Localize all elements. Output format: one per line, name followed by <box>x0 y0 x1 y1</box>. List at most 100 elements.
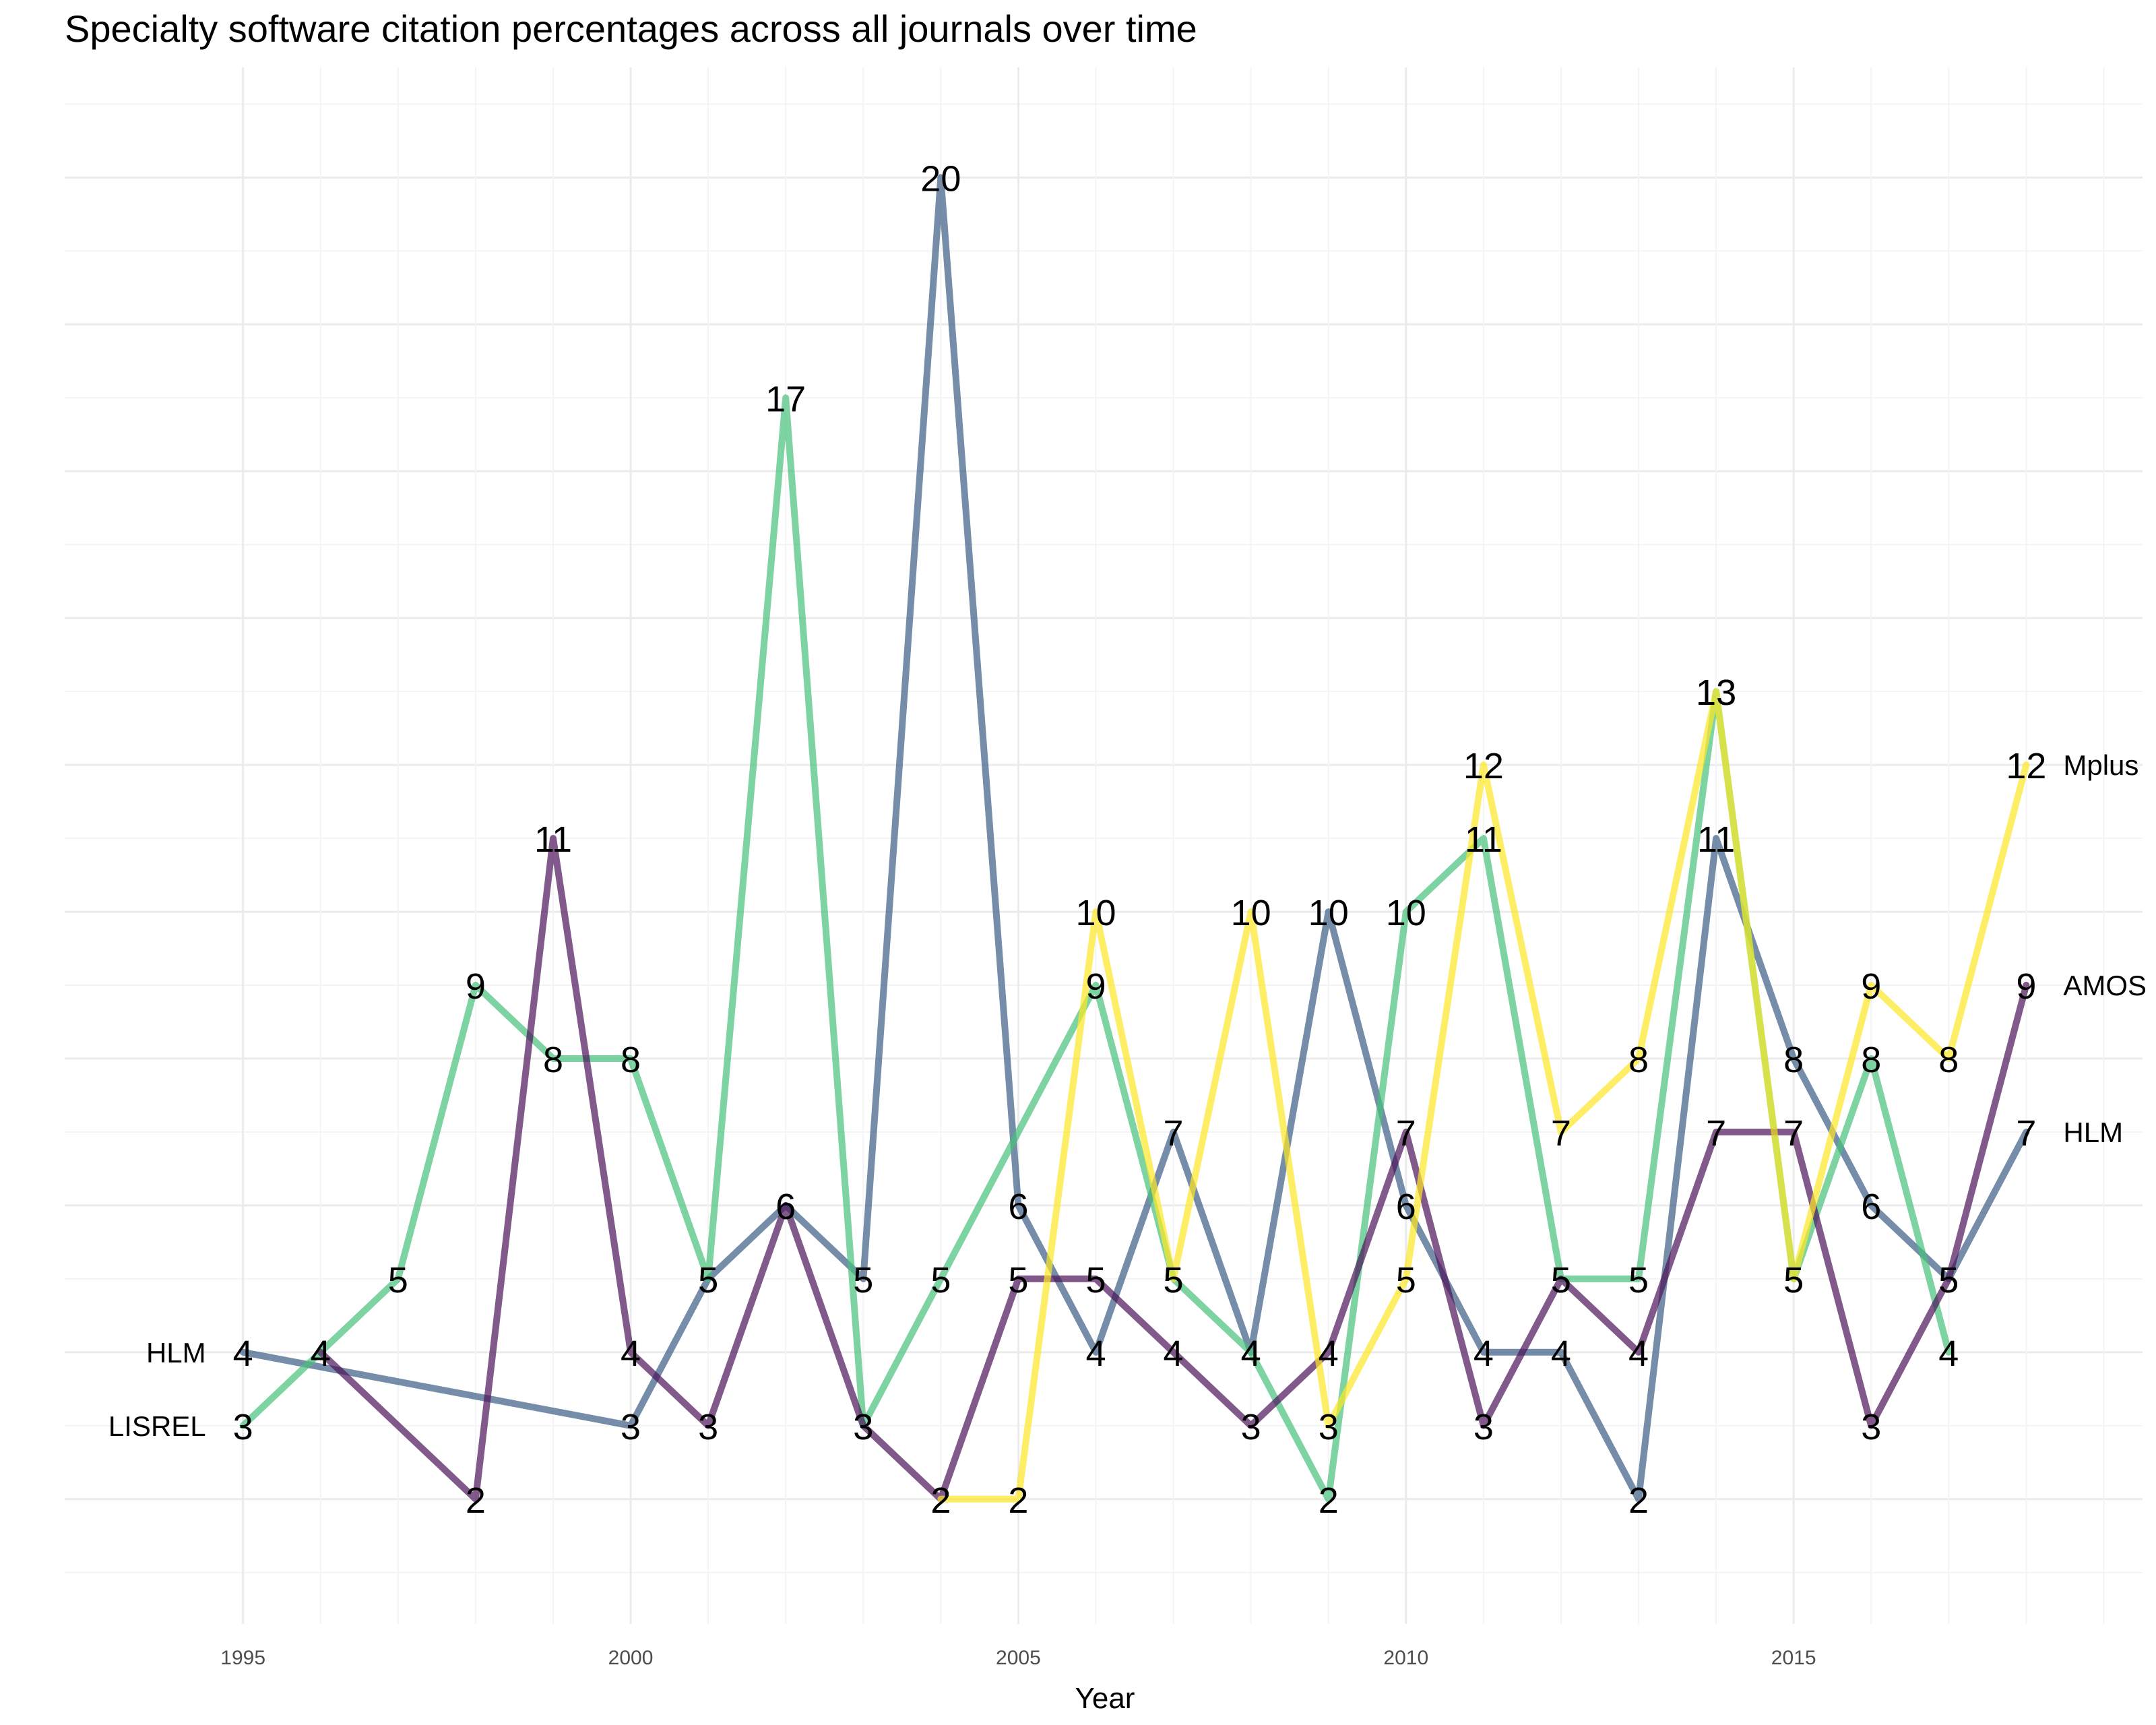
data-label: 5 <box>930 1260 951 1300</box>
data-label: 4 <box>1319 1334 1339 1374</box>
x-tick-label: 2005 <box>996 1647 1041 1669</box>
x-tick-label: 2015 <box>1771 1647 1816 1669</box>
data-label: 7 <box>1551 1113 1571 1154</box>
data-label: 13 <box>1696 672 1736 713</box>
data-label: 3 <box>1473 1407 1494 1447</box>
data-label: 7 <box>1164 1113 1184 1154</box>
x-axis: Year 1995 2000 2005 2010 2015 <box>220 1647 1816 1715</box>
data-label: 10 <box>1386 893 1426 933</box>
x-tick-label: 1995 <box>220 1647 265 1669</box>
data-label: 13 <box>1696 672 1736 713</box>
data-label: 6 <box>1008 1187 1028 1227</box>
data-label: 10 <box>1231 893 1271 933</box>
data-label: 3 <box>853 1407 873 1447</box>
data-label: 5 <box>1938 1260 1959 1300</box>
data-label: 5 <box>1164 1260 1184 1300</box>
data-label: 5 <box>1008 1260 1028 1300</box>
data-labels: 4 3 5 6 5 20 6 4 7 4 10 6 4 4 2 11 8 6 5 7 HLM HLM 3 4 5 9 8 8 5 17 3 5… <box>108 158 2147 1520</box>
data-label: 3 <box>1861 1407 1881 1447</box>
data-label: 2 <box>1319 1480 1339 1521</box>
data-label: 4 <box>1241 1334 1261 1374</box>
chart-title: Specialty software citation percentages … <box>65 7 1197 50</box>
data-label: 20 <box>920 158 961 199</box>
data-label: 4 <box>1241 1334 1261 1374</box>
data-label: 7 <box>1396 1113 1416 1154</box>
data-label: 2 <box>930 1480 951 1521</box>
data-label: 4 <box>1551 1334 1571 1374</box>
data-label: 5 <box>698 1260 718 1300</box>
data-label: 7 <box>1706 1113 1726 1154</box>
data-label: 8 <box>1861 1040 1881 1080</box>
data-label: 9 <box>466 966 486 1007</box>
data-label: 6 <box>1396 1187 1416 1227</box>
data-label: 5 <box>698 1260 718 1300</box>
data-label: 5 <box>1164 1260 1184 1300</box>
x-tick-label: 2000 <box>608 1647 654 1669</box>
data-label: 7 <box>1783 1113 1804 1154</box>
data-label: 2 <box>1628 1480 1649 1521</box>
data-label: 4 <box>1938 1334 1959 1374</box>
series-start-label: HLM <box>146 1337 206 1369</box>
data-label: 3 <box>621 1407 641 1447</box>
data-label: 6 <box>775 1187 796 1227</box>
data-label: 8 <box>1628 1040 1649 1080</box>
series-end-label: Mplus <box>2063 749 2138 781</box>
data-label: 10 <box>1075 893 1116 933</box>
data-label: 11 <box>534 819 572 860</box>
data-label: 5 <box>1085 1260 1106 1300</box>
data-label: 8 <box>1783 1040 1804 1080</box>
data-label: 5 <box>1938 1260 1959 1300</box>
data-label: 3 <box>853 1407 873 1447</box>
data-label: 9 <box>1861 966 1881 1007</box>
data-label: 5 <box>1628 1260 1649 1300</box>
data-label: 4 <box>311 1334 331 1374</box>
data-label: 9 <box>2016 966 2036 1007</box>
series-end-label: AMOS <box>2063 970 2147 1001</box>
series-start-label: LISREL <box>108 1410 206 1442</box>
data-label: 12 <box>2006 746 2046 786</box>
x-tick-label: 2010 <box>1383 1647 1428 1669</box>
data-label: 10 <box>1308 893 1349 933</box>
data-label: 4 <box>621 1334 641 1374</box>
data-label: 4 <box>1085 1334 1106 1374</box>
series-end-label: HLM <box>2063 1117 2123 1148</box>
series-line <box>239 394 1953 1503</box>
data-label: 5 <box>1783 1260 1804 1300</box>
data-label: 4 <box>311 1334 331 1374</box>
data-label: 8 <box>543 1040 563 1080</box>
data-label: 9 <box>1085 966 1106 1007</box>
data-label: 3 <box>698 1407 718 1447</box>
data-label: 12 <box>1463 746 1504 786</box>
data-label: 2 <box>1008 1480 1028 1521</box>
data-label: 11 <box>1465 819 1502 860</box>
data-label: 3 <box>1319 1407 1339 1447</box>
series-line <box>317 835 2030 1503</box>
data-label: 5 <box>853 1260 873 1300</box>
data-label: 5 <box>1551 1260 1571 1300</box>
data-label: 5 <box>1783 1260 1804 1300</box>
data-label: 8 <box>621 1040 641 1080</box>
data-label: 5 <box>1551 1260 1571 1300</box>
data-label: 3 <box>1241 1407 1261 1447</box>
data-label: 5 <box>1396 1260 1416 1300</box>
data-label: 2 <box>466 1480 486 1521</box>
data-label: 4 <box>1473 1334 1494 1374</box>
data-label: 4 <box>1164 1334 1184 1374</box>
data-label: 17 <box>765 379 806 419</box>
data-label: 5 <box>388 1260 408 1300</box>
series-line <box>937 688 2030 1503</box>
data-label: 4 <box>1628 1334 1649 1374</box>
data-label: 3 <box>233 1407 253 1447</box>
data-label: 11 <box>1697 819 1735 860</box>
data-label: 6 <box>775 1187 796 1227</box>
data-label: 4 <box>233 1334 253 1374</box>
x-axis-title: Year <box>1075 1682 1135 1715</box>
data-label: 7 <box>2016 1113 2036 1154</box>
grid-lines <box>65 67 2143 1624</box>
series-line <box>239 174 2030 1503</box>
data-label: 8 <box>1938 1040 1959 1080</box>
series-lines <box>239 174 2030 1503</box>
data-label: 2 <box>930 1480 951 1521</box>
data-label: 6 <box>1861 1187 1881 1227</box>
